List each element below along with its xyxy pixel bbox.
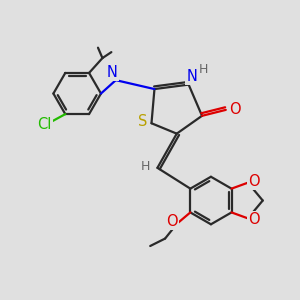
Text: N: N: [186, 69, 197, 84]
Text: O: O: [248, 212, 260, 227]
Text: O: O: [166, 214, 177, 229]
Text: N: N: [107, 65, 118, 80]
Text: Cl: Cl: [37, 117, 52, 132]
Text: H: H: [140, 160, 150, 173]
Text: O: O: [248, 174, 260, 189]
Text: H: H: [199, 63, 208, 76]
Text: S: S: [138, 114, 147, 129]
Text: O: O: [229, 102, 241, 117]
